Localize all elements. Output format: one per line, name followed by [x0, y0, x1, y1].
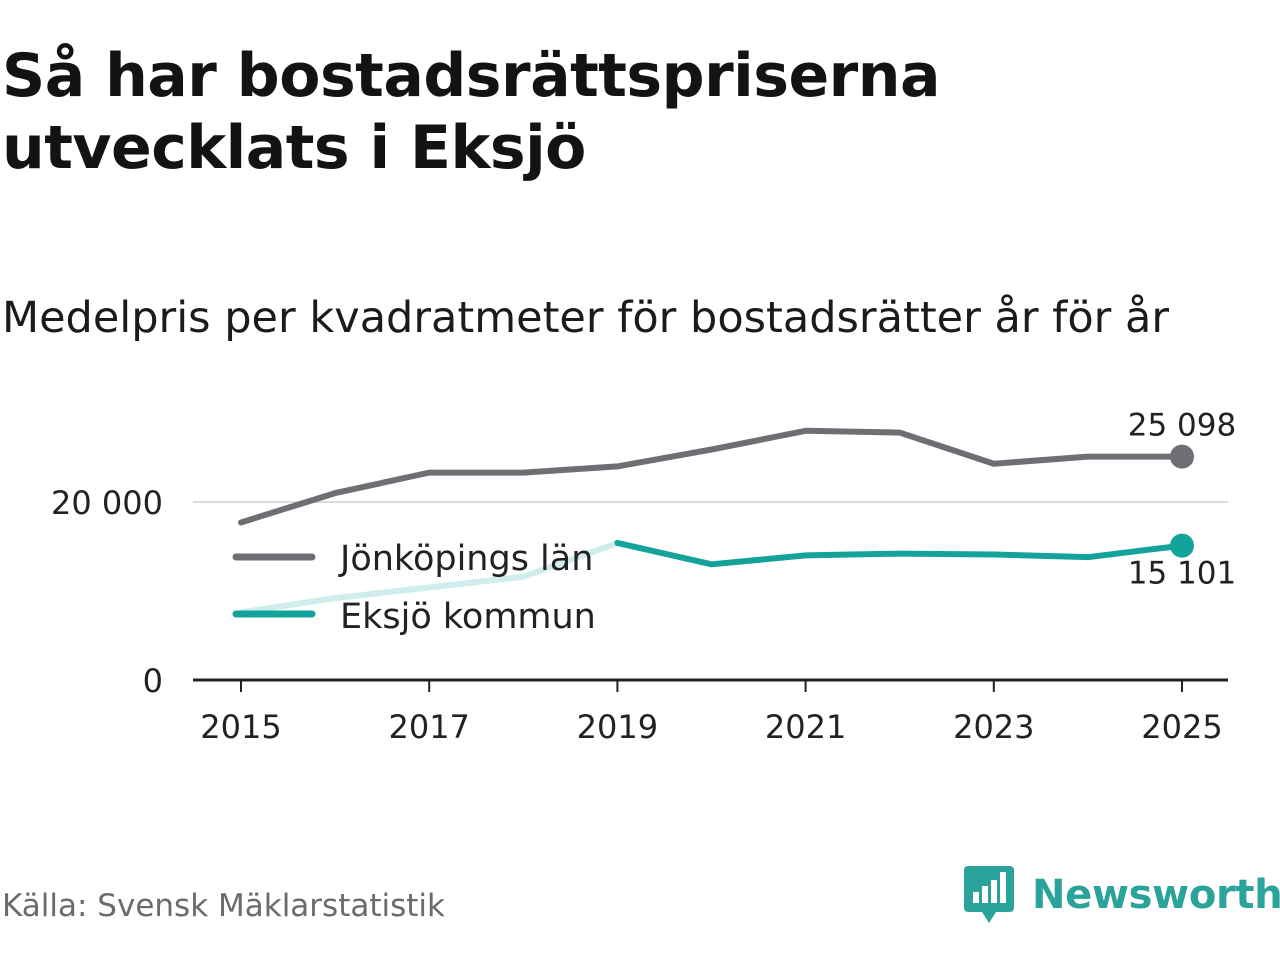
chart-title: Så har bostadsrättspriserna utvecklats i… — [2, 41, 940, 183]
series-line-eksjo-kommun-estimated — [238, 539, 621, 616]
source-note: Källa: Svensk Mäklarstatistik — [2, 888, 445, 924]
chart-subtitle: Medelpris per kvadratmeter för bostadsrä… — [2, 293, 1170, 343]
x-tick-label: 2025 — [1141, 708, 1222, 746]
brand-name: Newsworthy — [1032, 872, 1280, 918]
legend-label-jonkopings-lan: Jönköpings län — [338, 539, 593, 579]
x-tick-label: 2015 — [200, 708, 281, 746]
bar-chart-speech-bubble-icon — [964, 866, 1014, 923]
x-tick-label: 2021 — [765, 708, 846, 746]
legend-label-eksjo-kommun: Eksjö kommun — [340, 597, 596, 637]
data-label-eksjo-kommun: 15 101 — [1128, 556, 1236, 592]
y-tick-label: 0 — [143, 662, 163, 700]
endpoint-dot-eksjo-kommun — [1170, 533, 1194, 558]
brand-logo: Newsworthy — [964, 866, 1280, 924]
data-label-jonkopings-lan: 25 098 — [1128, 408, 1236, 444]
series-line-eksjo-kommun — [614, 539, 1185, 568]
series-line-jonkopings-lan — [238, 427, 1185, 526]
x-tick-label: 2019 — [577, 708, 658, 746]
x-tick-label: 2017 — [388, 708, 469, 746]
x-tick-label: 2023 — [953, 708, 1034, 746]
endpoint-dot-jonkopings-lan — [1170, 444, 1194, 469]
y-tick-label: 20 000 — [51, 484, 163, 522]
